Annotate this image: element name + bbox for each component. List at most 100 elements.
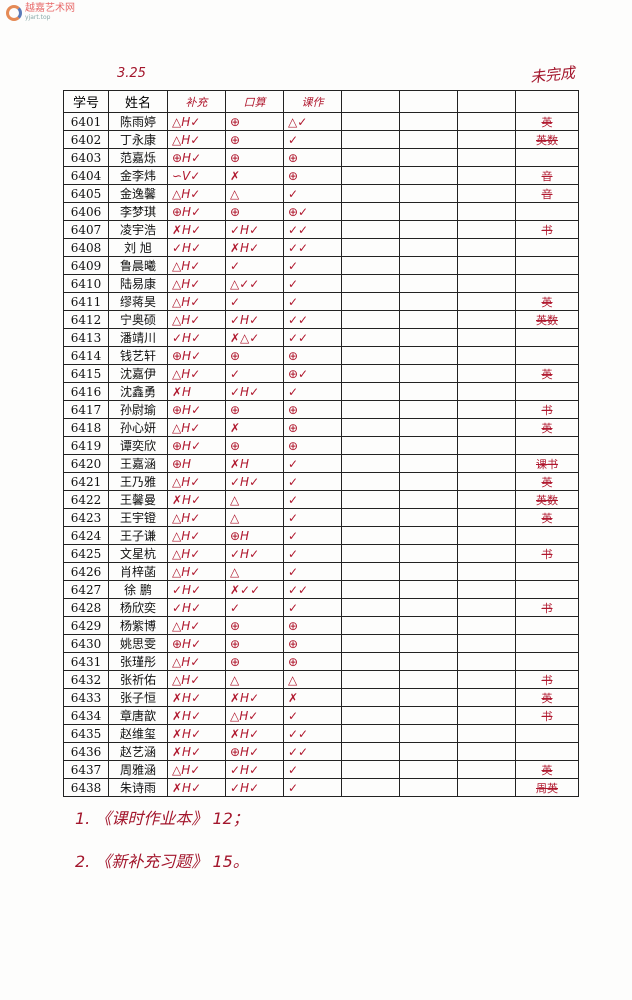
table-header-row: 学号 姓名 补充 口算 课作 xyxy=(63,90,579,113)
empty-cell xyxy=(399,490,458,509)
student-name: 金李炜 xyxy=(108,166,168,185)
student-name: 孙尉瑜 xyxy=(108,400,168,419)
student-id: 6422 xyxy=(63,490,109,509)
empty-cell xyxy=(399,670,458,689)
student-name: 张祈佑 xyxy=(108,670,168,689)
unfinished-note: 英 xyxy=(515,418,579,437)
empty-cell xyxy=(457,526,516,545)
empty-cell xyxy=(457,418,516,437)
empty-cell xyxy=(341,220,400,239)
empty-cell xyxy=(341,778,400,797)
empty-cell xyxy=(341,148,400,167)
mark-col3: ✓✓ xyxy=(283,328,342,347)
student-id: 6414 xyxy=(63,346,109,365)
unfinished-note: 英 xyxy=(515,688,579,707)
empty-cell xyxy=(341,580,400,599)
empty-cell xyxy=(457,670,516,689)
mark-col3: ✓✓ xyxy=(283,742,342,761)
empty-cell xyxy=(341,364,400,383)
student-id: 6436 xyxy=(63,742,109,761)
empty-cell xyxy=(457,130,516,149)
mark-col3: ✓✓ xyxy=(283,220,342,239)
empty-cell xyxy=(341,328,400,347)
unfinished-note: 英数 xyxy=(515,310,579,329)
mark-col2: ⊕H✓ xyxy=(225,742,284,761)
student-name: 谭奕欣 xyxy=(108,436,168,455)
empty-cell xyxy=(341,130,400,149)
unfinished-note: 书 xyxy=(515,544,579,563)
empty-cell xyxy=(457,688,516,707)
mark-col3: ✗ xyxy=(283,688,342,707)
unfinished-note: 书 xyxy=(515,706,579,725)
empty-cell xyxy=(341,418,400,437)
empty-cell xyxy=(457,706,516,725)
mark-col2: ✓H✓ xyxy=(225,382,284,401)
student-id: 6434 xyxy=(63,706,109,725)
student-id: 6410 xyxy=(63,274,109,293)
mark-col3: ✓✓ xyxy=(283,580,342,599)
unfinished-note xyxy=(515,652,579,671)
table-row: 6429 杨紫博 △H✓ ⊕ ⊕ xyxy=(63,616,579,635)
mark-col3: ✓ xyxy=(283,562,342,581)
table-row: 6401 陈雨婷 △H✓ ⊕ △✓ 英 xyxy=(63,112,579,131)
empty-cell xyxy=(341,490,400,509)
empty-cell xyxy=(457,220,516,239)
table-row: 6427 徐 鹏 ✓H✓ ✗✓✓ ✓✓ xyxy=(63,580,579,599)
table-row: 6418 孙心妍 △H✓ ✗ ⊕ 英 xyxy=(63,418,579,437)
mark-col1: △H✓ xyxy=(167,544,226,563)
empty-cell xyxy=(399,634,458,653)
table-row: 6406 李梦琪 ⊕H✓ ⊕ ⊕✓ xyxy=(63,202,579,221)
mark-col2: ✓H✓ xyxy=(225,472,284,491)
empty-cell xyxy=(399,472,458,491)
table-row: 6421 王乃雅 △H✓ ✓H✓ ✓ 英 xyxy=(63,472,579,491)
mark-col2: ✗H✓ xyxy=(225,238,284,257)
empty-cell xyxy=(341,166,400,185)
mark-col1: ✓H✓ xyxy=(167,598,226,617)
mark-col3: ✓ xyxy=(283,256,342,275)
mark-col1: ✗H✓ xyxy=(167,778,226,797)
empty-cell xyxy=(399,508,458,527)
empty-cell xyxy=(341,742,400,761)
unfinished-note xyxy=(515,436,579,455)
mark-col1: △H✓ xyxy=(167,670,226,689)
watermark-logo-icon xyxy=(6,4,22,21)
empty-cell xyxy=(399,346,458,365)
mark-col1: △H✓ xyxy=(167,364,226,383)
table-row: 6412 宁奥硕 △H✓ ✓H✓ ✓✓ 英数 xyxy=(63,310,579,329)
table-row: 6437 周雅涵 △H✓ ✓H✓ ✓ 英 xyxy=(63,760,579,779)
unfinished-note: 书 xyxy=(515,220,579,239)
student-name: 肖梓菡 xyxy=(108,562,168,581)
mark-col1: ⊕H✓ xyxy=(167,346,226,365)
table-row: 6424 王子谦 △H✓ ⊕H ✓ xyxy=(63,526,579,545)
mark-col3: ✓ xyxy=(283,508,342,527)
empty-cell xyxy=(399,526,458,545)
unfinished-note xyxy=(515,328,579,347)
empty-cell xyxy=(457,256,516,275)
mark-col1: ✓H✓ xyxy=(167,238,226,257)
student-id: 6421 xyxy=(63,472,109,491)
mark-col1: △H✓ xyxy=(167,652,226,671)
empty-cell xyxy=(341,292,400,311)
student-id: 6419 xyxy=(63,436,109,455)
student-name: 李梦琪 xyxy=(108,202,168,221)
header-empty xyxy=(399,90,458,113)
unfinished-note xyxy=(515,148,579,167)
student-id: 6418 xyxy=(63,418,109,437)
empty-cell xyxy=(341,382,400,401)
student-name: 张子恒 xyxy=(108,688,168,707)
student-name: 姚思雯 xyxy=(108,634,168,653)
mark-col2: △ xyxy=(225,184,284,203)
student-id: 6427 xyxy=(63,580,109,599)
empty-cell xyxy=(457,202,516,221)
mark-col2: △ xyxy=(225,562,284,581)
table-row: 6420 王嘉涵 ⊕H ✗H ✓ 课书 xyxy=(63,454,579,473)
empty-cell xyxy=(399,454,458,473)
student-name: 张瑾彤 xyxy=(108,652,168,671)
mark-col3: ✓ xyxy=(283,778,342,797)
empty-cell xyxy=(341,454,400,473)
mark-col1: △H✓ xyxy=(167,508,226,527)
empty-cell xyxy=(399,760,458,779)
unfinished-note: 英 xyxy=(515,508,579,527)
mark-col1: ⊕H✓ xyxy=(167,634,226,653)
